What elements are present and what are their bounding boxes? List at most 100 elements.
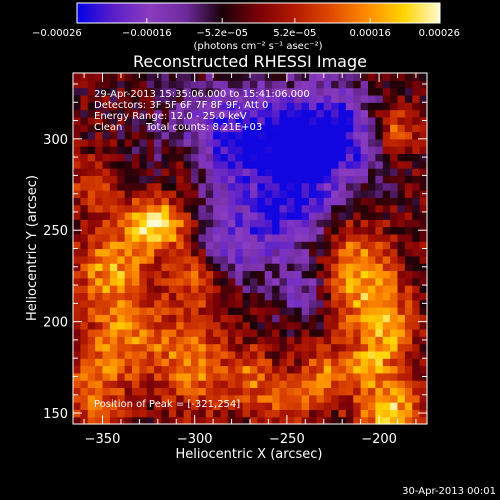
heatmap-cell <box>132 138 140 147</box>
heatmap-cell <box>279 73 288 81</box>
heatmap-cell <box>146 146 155 155</box>
heatmap-cell <box>132 233 140 242</box>
heatmap-cell <box>132 131 140 140</box>
heatmap-cell <box>176 109 185 118</box>
heatmap-cell <box>227 372 236 381</box>
heatmap-cell <box>286 350 295 359</box>
heatmap-cell <box>397 211 406 220</box>
heatmap-cell <box>161 285 170 293</box>
heatmap-cell <box>198 219 207 228</box>
heatmap-cell <box>139 343 148 352</box>
heatmap-cell <box>227 387 236 396</box>
heatmap-cell <box>242 190 251 198</box>
heatmap-cell <box>220 328 229 337</box>
heatmap-cell <box>87 175 96 184</box>
heatmap-cell <box>139 255 148 264</box>
heatmap-cell <box>102 394 111 403</box>
heatmap-cell <box>294 336 303 345</box>
heatmap-cell <box>250 358 258 367</box>
heatmap-cell <box>132 94 140 103</box>
heatmap-cell <box>139 402 148 410</box>
x-tick-label: −200 <box>361 432 397 447</box>
heatmap-cell <box>132 343 140 352</box>
heatmap-cell <box>323 197 332 206</box>
heatmap-cell <box>146 138 155 147</box>
heatmap-cell <box>419 328 428 337</box>
heatmap-cell <box>375 168 384 176</box>
heatmap-cell <box>397 146 406 155</box>
heatmap-cell <box>191 350 199 359</box>
heatmap-cell <box>323 248 332 257</box>
heatmap-cell <box>419 94 428 103</box>
heatmap-cell <box>257 292 266 301</box>
heatmap-cell <box>368 321 376 330</box>
heatmap-cell <box>353 138 362 147</box>
heatmap-cell <box>382 138 391 147</box>
heatmap-cell <box>117 168 126 176</box>
heatmap-cell <box>198 160 207 169</box>
heatmap-cell <box>183 416 192 425</box>
heatmap-cell <box>353 343 362 352</box>
heatmap-cell <box>316 124 325 133</box>
heatmap-cell <box>80 307 89 315</box>
heatmap-cell <box>183 219 192 228</box>
heatmap-cell <box>368 197 376 206</box>
heatmap-cell <box>419 124 428 133</box>
heatmap-cell <box>345 241 354 250</box>
heatmap-cell <box>331 219 340 228</box>
heatmap-cell <box>257 94 266 103</box>
heatmap-cell <box>213 358 222 367</box>
heatmap-cell <box>412 321 421 330</box>
heatmap-cell <box>191 211 199 220</box>
heatmap-cell <box>397 365 406 374</box>
heatmap-cell <box>124 168 133 176</box>
heatmap-cell <box>309 204 317 213</box>
heatmap-cell <box>404 358 413 367</box>
colorbar-tick-label: −0.00026 <box>32 28 82 39</box>
heatmap-cell <box>117 80 126 89</box>
heatmap-cell <box>294 94 303 103</box>
heatmap-cell <box>286 402 295 410</box>
heatmap-cell <box>338 336 347 345</box>
heatmap-cell <box>316 87 325 96</box>
heatmap-cell <box>331 343 340 352</box>
heatmap-cell <box>183 321 192 330</box>
heatmap-cell <box>213 73 222 81</box>
heatmap-cell <box>264 109 273 118</box>
heatmap-cell <box>176 307 185 315</box>
heatmap-cell <box>323 292 332 301</box>
heatmap-cell <box>397 343 406 352</box>
heatmap-cell <box>80 146 89 155</box>
x-tick-label: −300 <box>177 432 213 447</box>
heatmap-cell <box>154 102 163 111</box>
heatmap-cell <box>360 73 369 81</box>
heatmap-cell <box>87 219 96 228</box>
heatmap-cell <box>168 226 177 235</box>
heatmap-cell <box>109 285 118 293</box>
heatmap-cell <box>412 102 421 111</box>
heatmap-cell <box>73 328 81 337</box>
heatmap-cell <box>375 131 384 140</box>
heatmap-cell <box>117 285 126 293</box>
heatmap-cell <box>390 343 399 352</box>
heatmap-cell <box>220 233 229 242</box>
heatmap-cell <box>176 102 185 111</box>
heatmap-cell <box>242 285 251 293</box>
heatmap-cell <box>242 219 251 228</box>
heatmap-cell <box>338 299 347 308</box>
heatmap-cell <box>154 387 163 396</box>
heatmap-cell <box>183 168 192 176</box>
heatmap-cell <box>95 263 104 272</box>
heatmap-cell <box>205 175 214 184</box>
heatmap-cell <box>279 270 288 279</box>
heatmap-cell <box>397 350 406 359</box>
heatmap-cell <box>360 211 369 220</box>
heatmap-cell <box>272 102 281 111</box>
heatmap-cell <box>168 248 177 257</box>
heatmap-cell <box>272 277 281 286</box>
heatmap-cell <box>257 197 266 206</box>
heatmap-cell <box>419 131 428 140</box>
heatmap-cell <box>227 336 236 345</box>
heatmap-cell <box>286 372 295 381</box>
heatmap-cell <box>382 277 391 286</box>
